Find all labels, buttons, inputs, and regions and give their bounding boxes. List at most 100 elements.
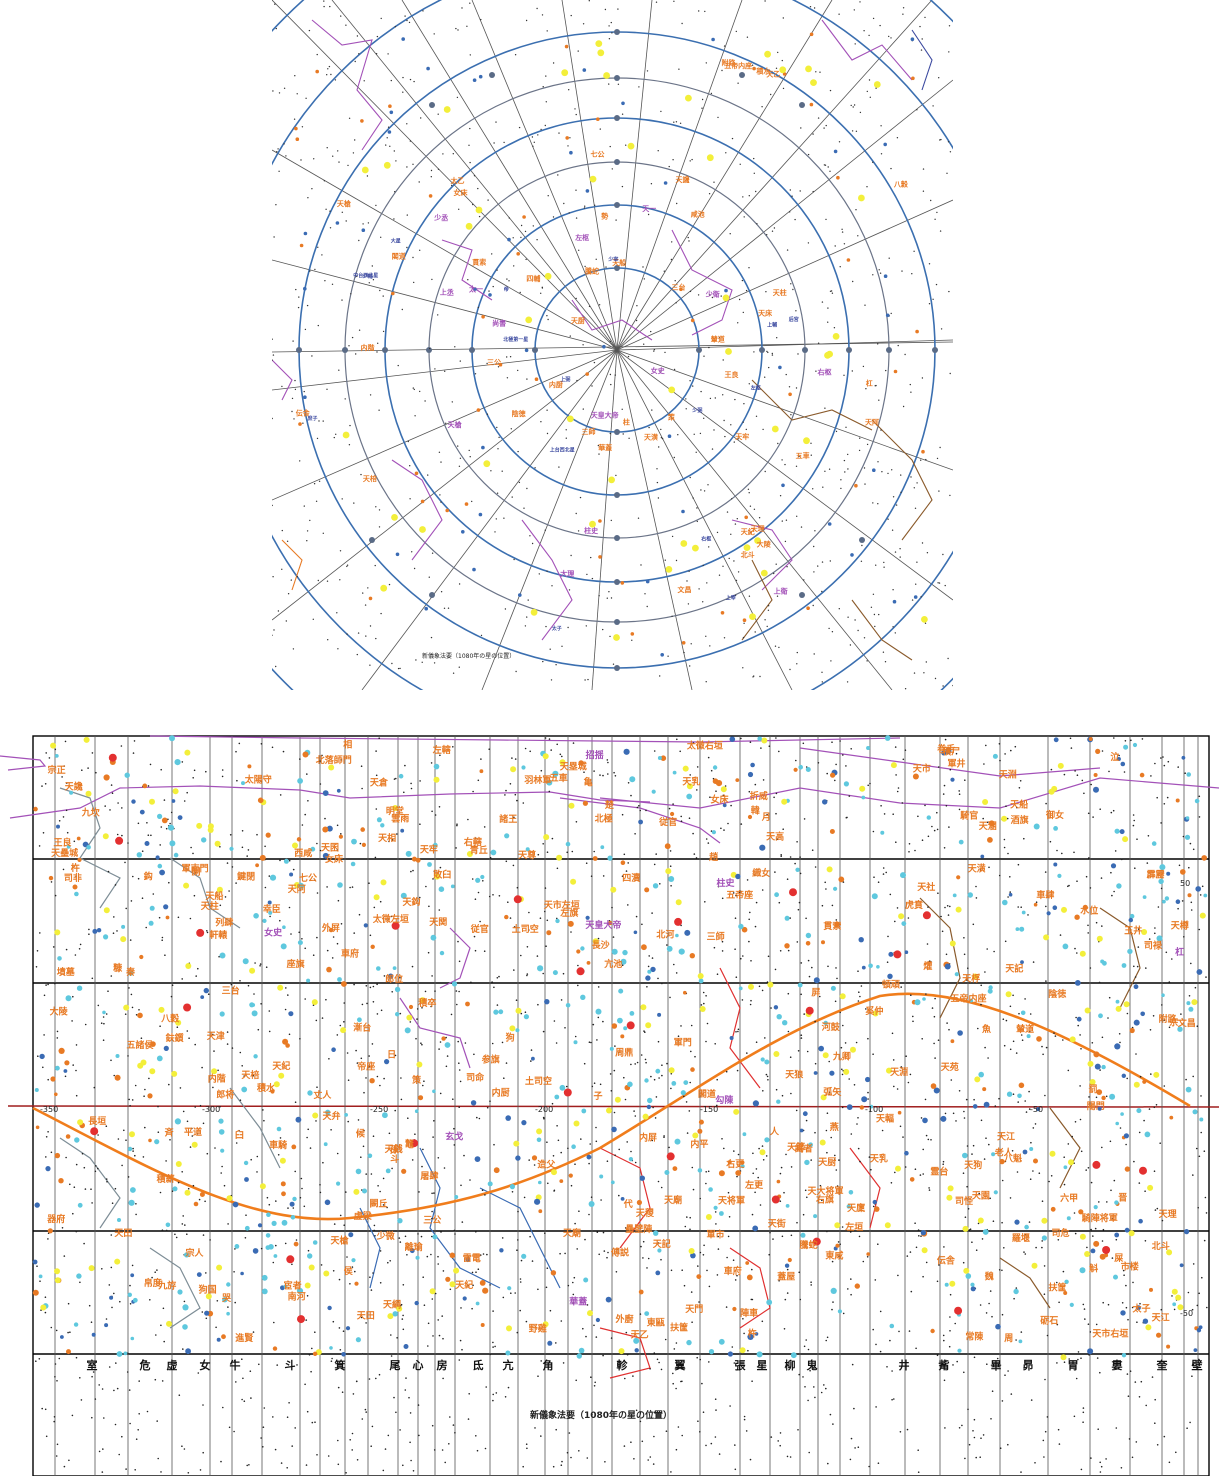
strip-star-label: 柱史 — [717, 877, 736, 889]
polar-star-label: 勢 — [601, 211, 608, 220]
polar-star-label: 上輔 — [767, 321, 777, 328]
strip-star-label: 閣道 — [698, 1088, 716, 1100]
strip-star-label: 泣 — [1110, 751, 1119, 763]
strip-star-label: 積尸 — [941, 746, 960, 758]
strip-star-label: 屏 — [811, 987, 820, 998]
strip-star-label: 宦者 — [284, 1279, 302, 1291]
strip-star-label: 天関 — [429, 917, 447, 928]
strip-star-label: 積薪 — [156, 1173, 175, 1185]
strip-star-label: 侯 — [344, 1265, 354, 1277]
polar-star-label: 女史 — [651, 366, 666, 375]
strip-star-label: 南河 — [288, 1290, 306, 1302]
strip-star-label: 陽門 — [1087, 1101, 1105, 1112]
strip-star-field — [32, 735, 1208, 1474]
strip-star-label: 帝座 — [357, 1060, 375, 1072]
strip-star-label: 天皇大帝 — [585, 919, 621, 931]
polar-star-label: 天棓 — [363, 474, 377, 483]
strip-star-label: 天柱 — [201, 900, 219, 912]
polar-star-field — [272, 0, 953, 690]
polar-star-label: 王良 — [725, 370, 739, 379]
polar-star-label: 天槍 — [337, 199, 352, 208]
strip-star-label: 陣車 — [740, 1307, 758, 1319]
polar-star-label: 柱 — [623, 418, 630, 427]
polar-star-label: 大陵 — [757, 540, 772, 549]
polar-star-label: 策 — [667, 413, 676, 422]
ra-tick-label: -250 — [370, 1105, 388, 1114]
dec-tick-label: 50 — [1180, 879, 1190, 888]
polar-star-label: 太乙 — [451, 176, 465, 185]
strip-star-label: 羅堰 — [1012, 1232, 1030, 1244]
strip-star-label: 積卒 — [417, 997, 436, 1009]
strip-star-label: 天厨 — [818, 1157, 836, 1168]
strip-star-label: 天廟 — [563, 1227, 581, 1239]
strip-star-label: 野雞 — [529, 1323, 547, 1335]
strip-star-label: 太子 — [1132, 1303, 1151, 1315]
strip-star-label: 郎将 — [216, 1089, 234, 1101]
strip-star-label: 候 — [356, 1128, 366, 1140]
polar-star-label: 天槍 — [448, 420, 463, 429]
polar-star-label: 柱史 — [584, 526, 599, 535]
strip-star-label: 軒轅 — [209, 929, 228, 941]
strip-star-label: 器府 — [46, 1213, 65, 1225]
lunar-mansion-label: 心 — [413, 1359, 424, 1372]
strip-star-label: 天田 — [357, 1311, 375, 1322]
strip-star-label: 月 — [761, 812, 771, 823]
polar-star-label: 文昌 — [678, 585, 692, 594]
strip-star-label: 天鈎 — [403, 896, 421, 908]
strip-star-label: 招揺 — [586, 749, 604, 761]
polar-star-label: 五車 — [796, 451, 810, 460]
strip-star-label: 郎位 — [385, 973, 403, 985]
strip-star-label: 車肆 — [1036, 889, 1054, 901]
polar-star-label: 大星 — [391, 238, 401, 245]
strip-star-label: 天桴 — [962, 972, 980, 984]
strip-star-label: 明堂 — [386, 805, 404, 817]
strip-star-label: 天壘城 — [51, 847, 78, 859]
strip-star-label: 軍南門 — [182, 862, 209, 874]
strip-star-label: 天廩 — [847, 1202, 866, 1214]
strip-star-label: 宗正 — [48, 764, 66, 776]
polar-caption: 新儀象法要（1080年の星の位置） — [422, 652, 515, 660]
polar-star-label: 天理 — [751, 524, 765, 533]
strip-star-label: 天綱 — [383, 1299, 401, 1311]
strip-star-label: 天園 — [972, 1191, 990, 1202]
strip-star-label: 司非 — [64, 872, 82, 884]
strip-star-label: 文昌 — [1177, 1017, 1196, 1029]
strip-star-label: 伝舎 — [937, 1255, 956, 1267]
strip-star-label: 糠 — [112, 962, 123, 974]
polar-star-label: 貫索 — [472, 258, 486, 267]
strip-star-label: 丈人 — [313, 1089, 332, 1101]
strip-star-label: 貫索 — [823, 920, 841, 932]
strip-star-label: 離瑜 — [405, 1241, 424, 1253]
strip-star-label: 砺石 — [1040, 1315, 1058, 1326]
polar-star-label: 太一 — [469, 285, 483, 294]
polar-star-label: 左枢 — [750, 385, 761, 392]
strip-star-label: 孫 — [390, 1143, 399, 1155]
polar-star-label: 少輔 — [362, 273, 373, 280]
polar-star-label: 輦道 — [711, 335, 725, 344]
strip-star-label: 七公 — [299, 872, 317, 884]
strip-star-label: 扶筐 — [670, 1322, 688, 1334]
strip-star-label: 造父 — [537, 1158, 556, 1170]
strip-star-label: 外屏 — [321, 922, 340, 934]
strip-star-label: 人 — [769, 1126, 780, 1138]
strip-star-label: 太陽守 — [244, 773, 272, 785]
strip-star-label: 鈇鑕 — [166, 1032, 184, 1044]
strip-star-label: 女床 — [325, 853, 344, 865]
strip-star-label: 天牢 — [420, 843, 438, 855]
strip-star-label: 従官 — [658, 816, 677, 828]
strip-star-label: 天市左垣 — [544, 899, 580, 911]
polar-star-label: 少弼 — [691, 407, 702, 414]
strip-star-label: 天狗 — [964, 1159, 982, 1171]
polar-star-chart: 天棓天槍天厨天乙太乙陰徳内厨五帝内座天柱四輔天理北斗天牢文昌三師内階天床八穀伝舎… — [272, 0, 953, 690]
strip-star-label: 大陵 — [50, 1005, 69, 1017]
strip-star-label: 三台 — [222, 985, 240, 997]
lunar-mansion-label: 胃 — [1068, 1359, 1079, 1372]
strip-star-label: 酒旗 — [1011, 814, 1029, 826]
polar-star-label: 庶子 — [308, 415, 318, 422]
strip-star-label: 九斿 — [157, 1280, 176, 1292]
strip-star-label: 天弁 — [323, 1110, 341, 1122]
strip-star-label: 織女 — [752, 867, 770, 879]
strip-star-label: 燕 — [830, 1121, 839, 1133]
strip-star-label: 子 — [594, 1091, 603, 1102]
strip-star-label: 五車 — [550, 772, 568, 784]
